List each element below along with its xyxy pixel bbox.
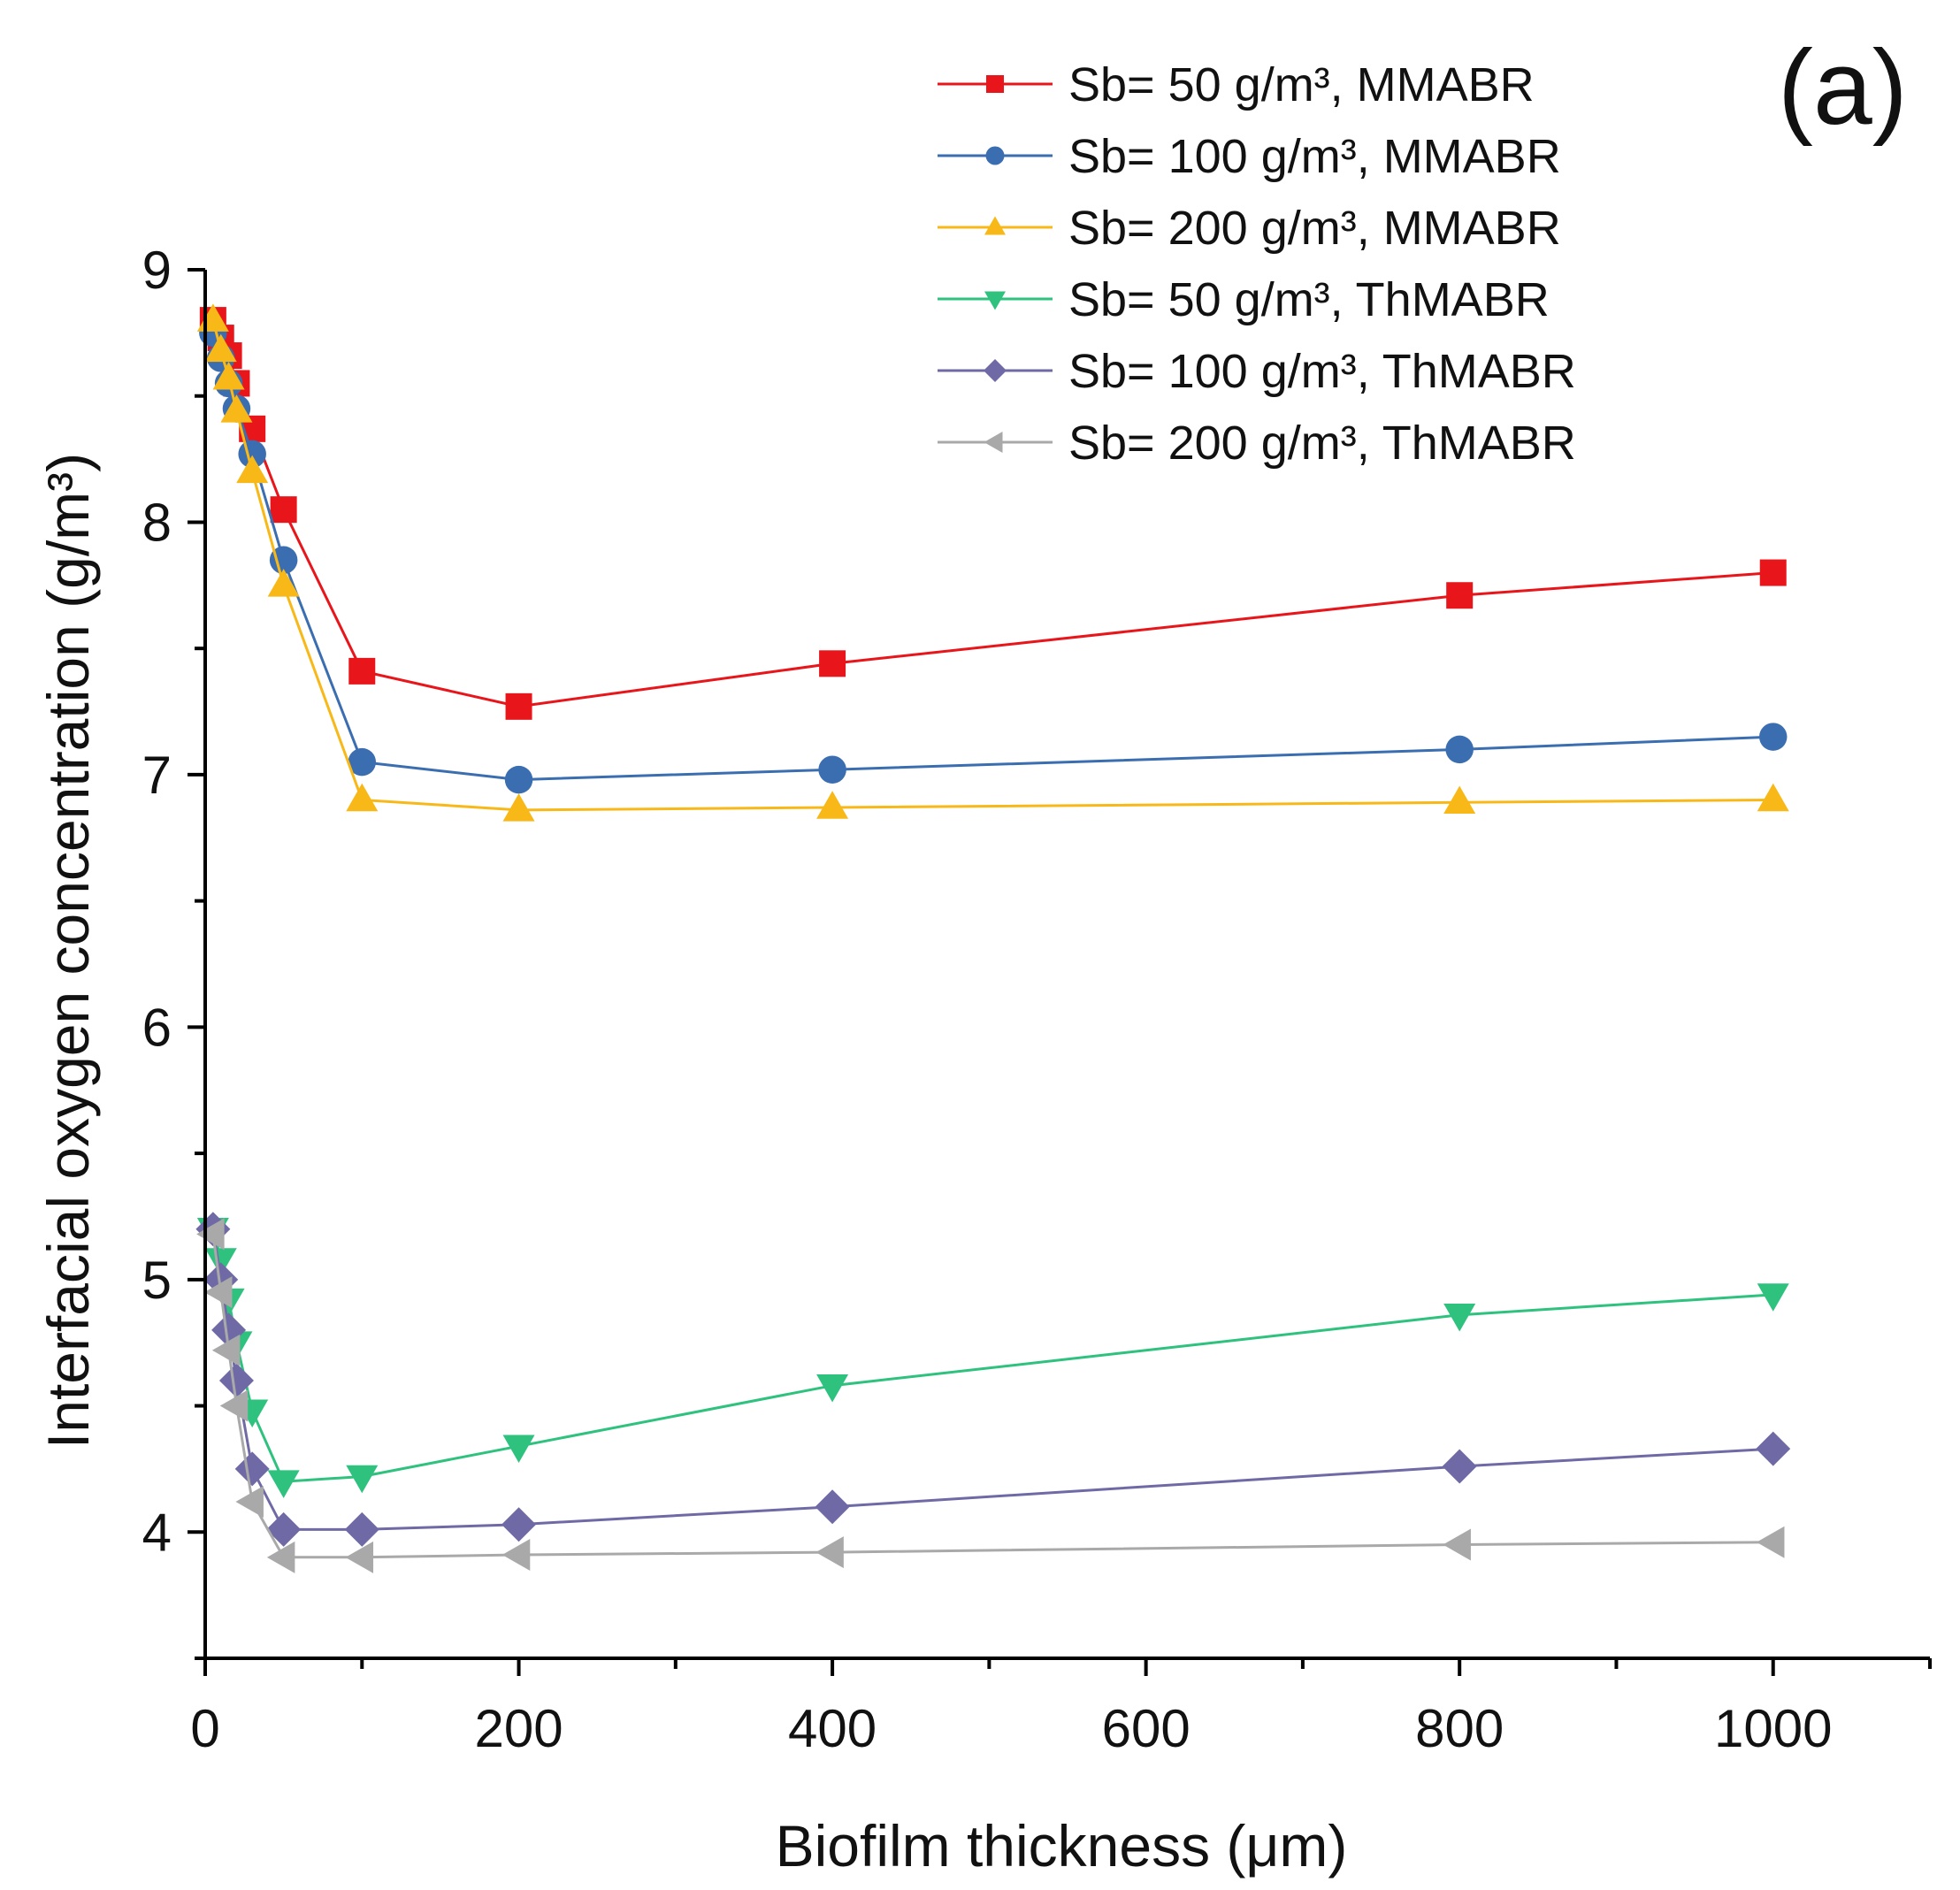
data-point-5 <box>815 1489 850 1525</box>
data-point-3 <box>236 455 269 484</box>
series-line-4 <box>211 1228 1773 1483</box>
data-point-6 <box>345 1541 374 1573</box>
data-point-3 <box>346 783 379 812</box>
data-point-5 <box>266 1511 302 1547</box>
series-line-5 <box>211 1228 1773 1531</box>
x-tick-label: 800 <box>1415 1699 1504 1758</box>
y-tick-label: 8 <box>142 493 172 552</box>
legend-label-6: Sb= 200 g/m³, ThMABR <box>1068 417 1576 470</box>
data-point-5 <box>1756 1431 1791 1466</box>
data-point-4 <box>267 1470 300 1498</box>
data-point-6 <box>1443 1528 1471 1561</box>
data-point-5 <box>501 1507 537 1542</box>
data-point-2 <box>1758 723 1788 751</box>
data-point-3 <box>816 791 849 819</box>
data-point-6 <box>219 1389 249 1422</box>
y-tick-label: 4 <box>142 1503 172 1562</box>
data-point-6 <box>203 1276 233 1309</box>
data-point-3 <box>267 569 300 597</box>
data-point-3 <box>1443 785 1476 815</box>
data-point-1 <box>270 496 297 524</box>
data-point-2 <box>818 755 846 784</box>
data-point-3 <box>204 333 237 363</box>
data-point-1 <box>505 692 532 720</box>
data-point-3 <box>220 394 253 423</box>
data-point-3 <box>212 361 245 390</box>
legend-marker-3 <box>984 216 1006 235</box>
data-point-5 <box>1442 1449 1477 1484</box>
y-tick-label: 9 <box>142 241 172 300</box>
x-tick-label: 1000 <box>1714 1699 1832 1758</box>
data-point-5 <box>218 1363 254 1398</box>
y-tick-label: 7 <box>142 746 172 805</box>
data-point-1 <box>1759 559 1787 586</box>
series-layer <box>195 303 1791 1573</box>
data-point-6 <box>815 1536 844 1569</box>
data-point-3 <box>502 793 535 822</box>
y-tick-label: 5 <box>142 1251 172 1310</box>
x-tick-label: 400 <box>788 1699 877 1758</box>
data-point-3 <box>1757 783 1789 812</box>
y-tick-label: 6 <box>142 998 172 1057</box>
x-tick-label: 200 <box>474 1699 563 1758</box>
data-point-2 <box>504 765 533 794</box>
legend-marker-6 <box>984 432 1003 453</box>
data-point-4 <box>1443 1304 1476 1332</box>
data-point-6 <box>211 1334 241 1366</box>
data-point-6 <box>235 1486 264 1519</box>
data-point-4 <box>502 1435 535 1463</box>
data-point-2 <box>1445 735 1474 764</box>
data-point-6 <box>266 1541 295 1573</box>
data-point-4 <box>204 1248 237 1276</box>
y-axis-title: Interfacial oxygen concentration (g/m³) <box>35 453 101 1449</box>
data-point-1 <box>819 650 846 677</box>
data-point-6 <box>501 1538 531 1571</box>
legend-marker-2 <box>985 146 1005 165</box>
legend-label-4: Sb= 50 g/m³, ThMABR <box>1068 273 1550 326</box>
legend-marker-1 <box>986 75 1004 93</box>
legend: Sb= 50 g/m³, MMABR Sb= 100 g/m³, MMABR Sb=… <box>938 58 1576 470</box>
x-tick-label: 0 <box>190 1699 219 1758</box>
legend-label-1: Sb= 50 g/m³, MMABR <box>1068 58 1535 111</box>
data-point-2 <box>348 747 377 777</box>
data-point-4 <box>816 1374 849 1403</box>
data-point-6 <box>1756 1526 1785 1558</box>
legend-label-5: Sb= 100 g/m³, ThMABR <box>1068 345 1576 398</box>
legend-marker-5 <box>984 359 1007 382</box>
series-line-6 <box>211 1234 1773 1559</box>
series-line-2 <box>211 332 1773 782</box>
data-point-4 <box>346 1465 379 1494</box>
x-tick-label: 600 <box>1102 1699 1191 1758</box>
data-point-5 <box>344 1511 379 1547</box>
legend-label-2: Sb= 100 g/m³, MMABR <box>1068 130 1561 183</box>
x-axis-title: Biofilm thickness (μm) <box>776 1813 1348 1879</box>
panel-label: (a) <box>1778 28 1908 147</box>
data-point-1 <box>348 657 376 685</box>
legend-marker-4 <box>984 291 1006 310</box>
data-point-4 <box>1757 1283 1789 1312</box>
data-point-6 <box>196 1218 225 1251</box>
data-point-2 <box>269 546 298 575</box>
data-point-1 <box>1446 582 1474 609</box>
legend-label-3: Sb= 200 g/m³, MMABR <box>1068 202 1561 255</box>
data-point-5 <box>234 1451 270 1487</box>
axes: 0 200 400 600 800 1000 4 5 6 7 8 9 <box>142 241 1932 1758</box>
